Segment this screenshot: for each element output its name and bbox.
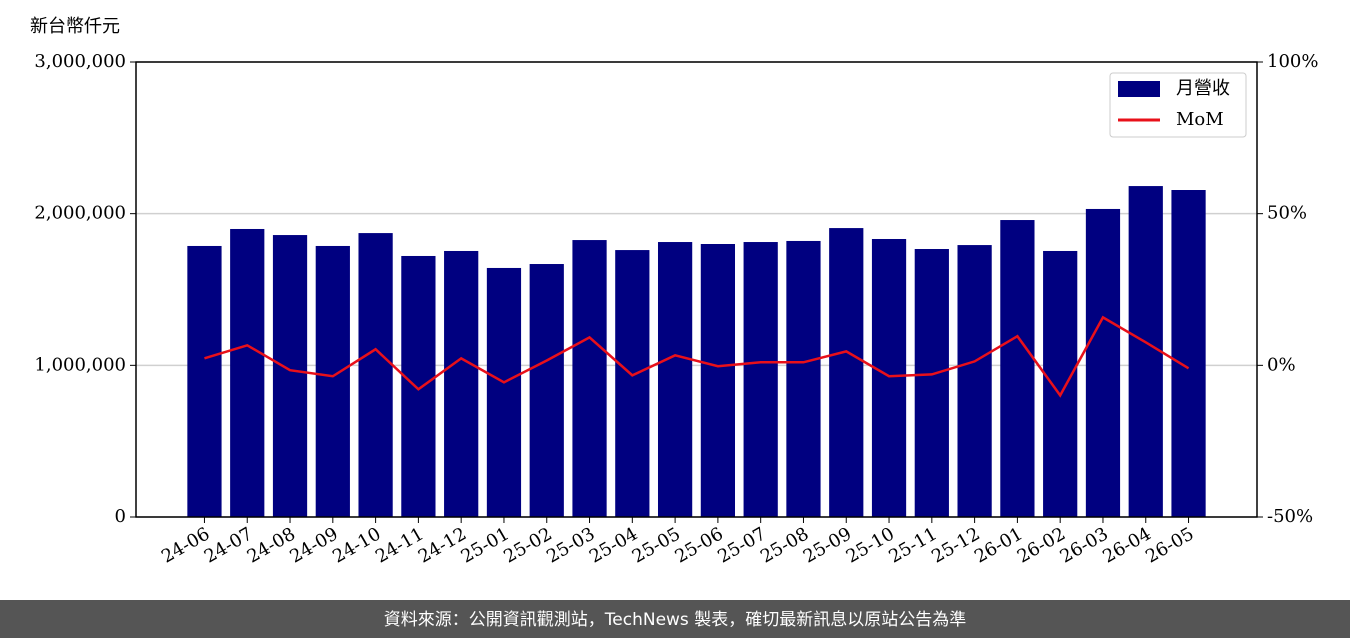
legend-label: 月營收: [1176, 78, 1230, 99]
bar: [1171, 190, 1206, 518]
legend-label: MoM: [1176, 109, 1224, 130]
bar: [401, 255, 436, 517]
bar: [444, 250, 479, 517]
footer-bar: [0, 600, 1350, 638]
y-tick-label: 1,000,000: [34, 354, 126, 375]
bar: [1000, 220, 1035, 517]
bar: [914, 249, 949, 517]
bar: [272, 235, 308, 517]
bar: [829, 228, 864, 517]
bar: [743, 242, 778, 518]
legend: 月營收 MoM: [1109, 72, 1247, 138]
bar: [786, 240, 821, 517]
y2-tick-label: 50%: [1267, 203, 1307, 224]
y-tick-label: 3,000,000: [34, 51, 126, 72]
bar: [657, 242, 693, 518]
line: [204, 315, 1190, 398]
bar: [1085, 208, 1121, 517]
bar: [1043, 250, 1078, 517]
bar: [1128, 186, 1163, 517]
bar: [315, 245, 350, 517]
bar: [358, 233, 393, 517]
bar: [187, 245, 222, 517]
bar: [486, 267, 522, 517]
bar: [230, 228, 265, 518]
source-note: 資料來源：公開資訊觀測站，TechNews 製表，確切最新訊息以原站公告為準: [384, 610, 966, 630]
y2-tick-label: 100%: [1267, 51, 1318, 72]
bar: [871, 238, 907, 517]
bar: [572, 240, 607, 517]
bar: [529, 264, 564, 517]
bar: [615, 250, 650, 518]
legend-swatch: [1118, 81, 1160, 97]
y2-tick-label: -50%: [1267, 506, 1313, 527]
y-axis-label: 新台幣仟元: [30, 16, 120, 37]
y-tick-label: 2,000,000: [34, 203, 126, 224]
bar: [957, 245, 992, 518]
y2-tick-label: 0%: [1267, 354, 1296, 375]
bar: [700, 244, 736, 517]
y-tick-label: 0: [115, 506, 126, 527]
plot-frame: [135, 61, 1258, 518]
